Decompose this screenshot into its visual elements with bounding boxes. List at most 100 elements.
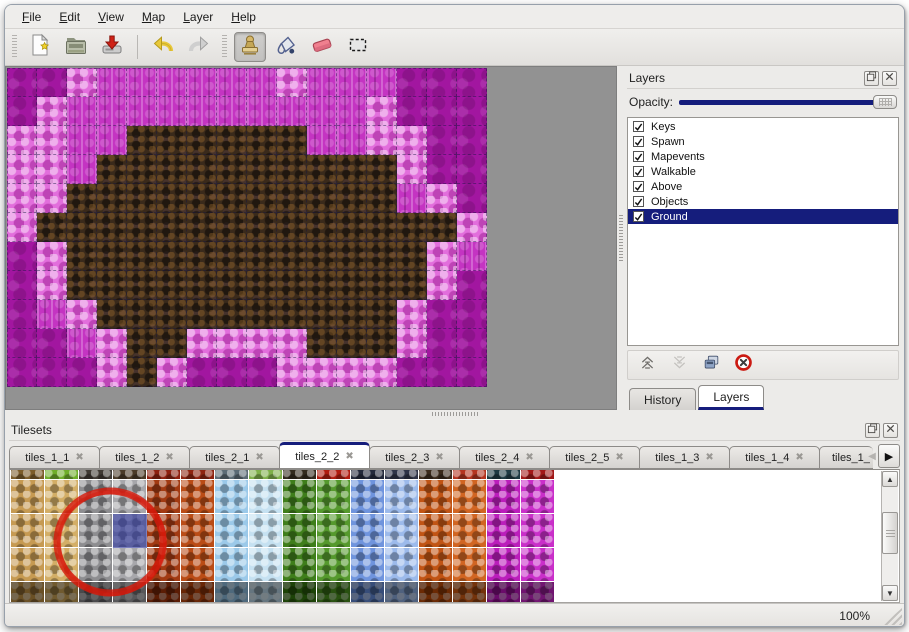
tileset-tile[interactable] [351, 480, 384, 513]
tileset-tile[interactable] [11, 470, 44, 479]
dock-tab-layers[interactable]: Layers [698, 385, 765, 410]
tileset-tile[interactable] [147, 480, 180, 513]
tileset-tile[interactable] [453, 548, 486, 581]
map-tile[interactable] [367, 184, 397, 213]
menu-item-map[interactable]: Map [141, 9, 166, 24]
map-tile[interactable] [307, 329, 337, 358]
map-tile[interactable] [127, 97, 157, 126]
map-tile[interactable] [97, 213, 127, 242]
map-tile[interactable] [457, 68, 487, 97]
tileset-tile[interactable] [317, 480, 350, 513]
map-tile[interactable] [277, 213, 307, 242]
tileset-tile[interactable] [79, 582, 112, 602]
menu-item-edit[interactable]: Edit [59, 9, 81, 24]
float-panel-button[interactable] [864, 70, 879, 86]
map-tile[interactable] [307, 242, 337, 271]
map-tile[interactable] [217, 126, 247, 155]
close-panel-button[interactable] [883, 422, 898, 438]
map-tile[interactable] [97, 155, 127, 184]
map-tile[interactable] [157, 329, 187, 358]
tileset-tile[interactable] [181, 480, 214, 513]
tileset-tile[interactable] [283, 514, 316, 547]
layer-visibility-checkbox[interactable] [633, 151, 644, 162]
map-tile[interactable] [457, 97, 487, 126]
tileset-tile[interactable] [521, 470, 554, 479]
tileset-tab-tiles_1_2[interactable]: tiles_1_2 ✖ [99, 446, 190, 469]
map-tile[interactable] [37, 184, 67, 213]
map-tile[interactable] [337, 242, 367, 271]
tileset-tile[interactable] [45, 548, 78, 581]
map-tile[interactable] [187, 97, 217, 126]
tileset-tile[interactable] [113, 582, 146, 602]
tileset-tile[interactable] [385, 582, 418, 602]
map-tile[interactable] [367, 213, 397, 242]
map-tile[interactable] [427, 300, 457, 329]
map-tile[interactable] [427, 68, 457, 97]
map-tile[interactable] [187, 329, 217, 358]
tileset-tile[interactable] [147, 548, 180, 581]
layer-row-walkable[interactable]: Walkable [628, 164, 898, 179]
map-tile[interactable] [277, 126, 307, 155]
toolbar-grip[interactable] [222, 35, 227, 59]
map-tile[interactable] [457, 126, 487, 155]
tileset-tile[interactable] [521, 582, 554, 602]
layer-row-objects[interactable]: Objects [628, 194, 898, 209]
tileset-tile[interactable] [45, 582, 78, 602]
tileset-tile[interactable] [249, 548, 282, 581]
map-tile[interactable] [247, 300, 277, 329]
tileset-tile[interactable] [283, 582, 316, 602]
fill-button[interactable] [270, 32, 302, 62]
map-tile[interactable] [307, 155, 337, 184]
dock-tab-history[interactable]: History [629, 388, 697, 410]
map-tile[interactable] [187, 68, 217, 97]
map-tile[interactable] [367, 68, 397, 97]
map-tile[interactable] [217, 97, 247, 126]
map-tile[interactable] [397, 184, 427, 213]
map-tile[interactable] [127, 271, 157, 300]
map-tile[interactable] [277, 271, 307, 300]
map-tile[interactable] [367, 358, 397, 387]
map-tile[interactable] [127, 68, 157, 97]
map-tile[interactable] [97, 242, 127, 271]
eraser-button[interactable] [306, 32, 338, 62]
layer-visibility-checkbox[interactable] [633, 211, 644, 222]
tileset-tile[interactable] [249, 582, 282, 602]
map-tile[interactable] [37, 97, 67, 126]
map-tile[interactable] [397, 68, 427, 97]
tileset-tab-tiles_1[interactable]: tiles_1_ [819, 446, 873, 469]
map-tile[interactable] [457, 155, 487, 184]
tab-close-icon[interactable]: ✖ [525, 452, 534, 463]
tab-close-icon[interactable]: ✖ [795, 452, 804, 463]
tileset-tile[interactable] [487, 582, 520, 602]
map-tile[interactable] [157, 184, 187, 213]
map-tile[interactable] [67, 184, 97, 213]
map-tile[interactable] [397, 300, 427, 329]
duplicate-layer-button[interactable] [700, 354, 722, 376]
map-tile[interactable] [247, 242, 277, 271]
tileset-tile[interactable] [45, 514, 78, 547]
map-tile[interactable] [247, 213, 277, 242]
map-tile[interactable] [307, 213, 337, 242]
map-tile[interactable] [277, 68, 307, 97]
map-tile[interactable] [397, 97, 427, 126]
map-tile[interactable] [277, 358, 307, 387]
map-tile[interactable] [97, 126, 127, 155]
map-tile[interactable] [187, 184, 217, 213]
map-tile[interactable] [217, 184, 247, 213]
map-tile[interactable] [7, 300, 37, 329]
tileset-tile[interactable] [419, 480, 452, 513]
tileset-tab-tiles_2_2[interactable]: tiles_2_2 ✖ [279, 442, 370, 469]
tileset-tile[interactable] [385, 548, 418, 581]
map-tile[interactable] [427, 126, 457, 155]
map-tile[interactable] [277, 97, 307, 126]
map-tile[interactable] [97, 271, 127, 300]
map-tile[interactable] [337, 97, 367, 126]
tab-close-icon[interactable]: ✖ [165, 452, 174, 463]
map-tile[interactable] [157, 97, 187, 126]
tileset-tile[interactable] [385, 480, 418, 513]
map-tile[interactable] [457, 358, 487, 387]
tileset-tile[interactable] [283, 470, 316, 479]
tileset-tile[interactable] [453, 470, 486, 479]
map-tile[interactable] [37, 68, 67, 97]
menu-item-layer[interactable]: Layer [183, 9, 214, 24]
